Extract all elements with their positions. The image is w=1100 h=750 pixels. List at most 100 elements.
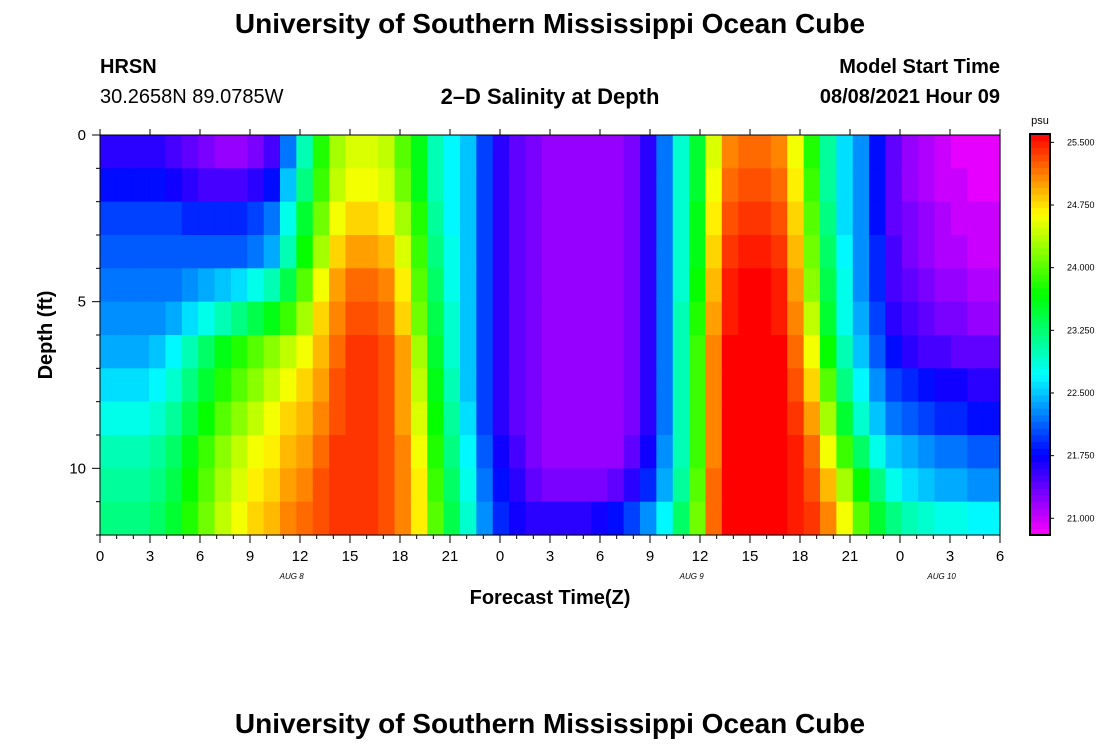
x-tick-label: 6 [596, 548, 604, 565]
heatmap-cell [983, 368, 1001, 403]
colorbar-swatch [1030, 240, 1050, 249]
heatmap-cell [329, 168, 347, 203]
heatmap-cell [230, 268, 248, 303]
heatmap-cell [705, 268, 723, 303]
heatmap-cell [263, 468, 281, 503]
heatmap-cell [198, 435, 216, 469]
heatmap-cell [852, 501, 870, 536]
heatmap-cell [312, 168, 330, 203]
heatmap-cell [820, 201, 837, 236]
heatmap-cell [950, 168, 968, 203]
heatmap-cell [918, 135, 936, 169]
heatmap-cell [738, 201, 756, 236]
heatmap-cell [345, 268, 363, 303]
x-tick-label: 9 [246, 548, 254, 565]
heatmap-cell [427, 301, 445, 336]
heatmap-cell [672, 368, 690, 403]
heatmap-cell [263, 501, 281, 536]
page-title: University of Southern Mississippi Ocean… [234, 8, 866, 39]
heatmap-cell [983, 335, 1001, 369]
x-tick-label: 6 [196, 548, 204, 565]
heatmap-cell [787, 401, 805, 436]
heatmap-cell [525, 401, 543, 436]
heatmap-cell [672, 435, 690, 469]
x-tick-label: 12 [692, 548, 709, 565]
colorbar-swatch [1030, 287, 1050, 295]
heatmap-cell [656, 435, 674, 469]
heatmap-cell [361, 435, 379, 469]
colorbar-swatch [1030, 274, 1050, 282]
x-tick-label: 9 [646, 548, 654, 565]
heatmap-cell [803, 301, 821, 336]
heatmap-cell [443, 301, 461, 336]
heatmap-cell [950, 301, 968, 336]
heatmap-cell [803, 135, 821, 169]
heatmap-cell [345, 368, 363, 403]
heatmap-cell [476, 201, 494, 236]
heatmap-cell [263, 335, 281, 369]
date-label: AUG 10 [926, 572, 956, 581]
heatmap-cell [934, 135, 952, 169]
colorbar-swatch [1030, 341, 1050, 349]
heatmap-cell [132, 435, 150, 469]
heatmap-cell [803, 268, 821, 303]
heatmap-cell [934, 335, 952, 369]
heatmap-cell [361, 368, 379, 403]
heatmap-cell [492, 501, 510, 536]
heatmap-cell [574, 468, 592, 503]
heatmap-cell [934, 468, 952, 503]
heatmap-cell [656, 335, 674, 369]
heatmap-cell [329, 135, 347, 169]
heatmap-cell [230, 201, 248, 236]
heatmap-cell [607, 435, 625, 469]
heatmap-cell [934, 301, 952, 336]
heatmap-cell [312, 235, 330, 269]
heatmap-cell [460, 468, 477, 503]
x-tick-label: 0 [496, 548, 504, 565]
heatmap-cell [214, 235, 232, 269]
heatmap-cell [623, 268, 641, 303]
heatmap-cell [410, 401, 428, 436]
heatmap-cell [198, 168, 216, 203]
colorbar-swatch [1030, 260, 1050, 269]
heatmap-cell [149, 435, 167, 469]
heatmap-cell [672, 501, 690, 536]
x-tick-label: 12 [292, 548, 309, 565]
heatmap-cell [230, 468, 248, 503]
heatmap-cell [280, 168, 297, 203]
heatmap-cell [754, 301, 772, 336]
heatmap-cell [787, 435, 805, 469]
heatmap-cell [689, 335, 707, 369]
heatmap-cell [476, 301, 494, 336]
heatmap-cell [525, 201, 543, 236]
heatmap-cell [803, 235, 821, 269]
heatmap-cell [770, 401, 788, 436]
heatmap-cell [476, 401, 494, 436]
heatmap-cell [590, 268, 608, 303]
heatmap-cell [247, 368, 265, 403]
heatmap-cell [378, 168, 396, 203]
heatmap-cell [738, 168, 756, 203]
heatmap-cell [378, 368, 396, 403]
colorbar-swatch [1030, 167, 1050, 175]
heatmap-cell [492, 201, 510, 236]
heatmap-cell [361, 135, 379, 169]
heatmap-cell [378, 401, 396, 436]
heatmap-cell [967, 135, 985, 169]
x-axis-label: Forecast Time(Z) [470, 587, 631, 609]
heatmap-cell [901, 501, 919, 536]
heatmap-cell [721, 468, 739, 503]
heatmap-cell [214, 168, 232, 203]
heatmap-cell [656, 201, 674, 236]
heatmap-cell [803, 201, 821, 236]
heatmap-cell [934, 235, 952, 269]
heatmap-cell [623, 135, 641, 169]
heatmap-cell [329, 201, 347, 236]
heatmap-cell [181, 268, 199, 303]
heatmap-cell [525, 435, 543, 469]
heatmap-cell [296, 435, 314, 469]
heatmap-cell [836, 401, 854, 436]
heatmap-cell [509, 368, 527, 403]
heatmap-cell [852, 435, 870, 469]
heatmap-cell [296, 201, 314, 236]
